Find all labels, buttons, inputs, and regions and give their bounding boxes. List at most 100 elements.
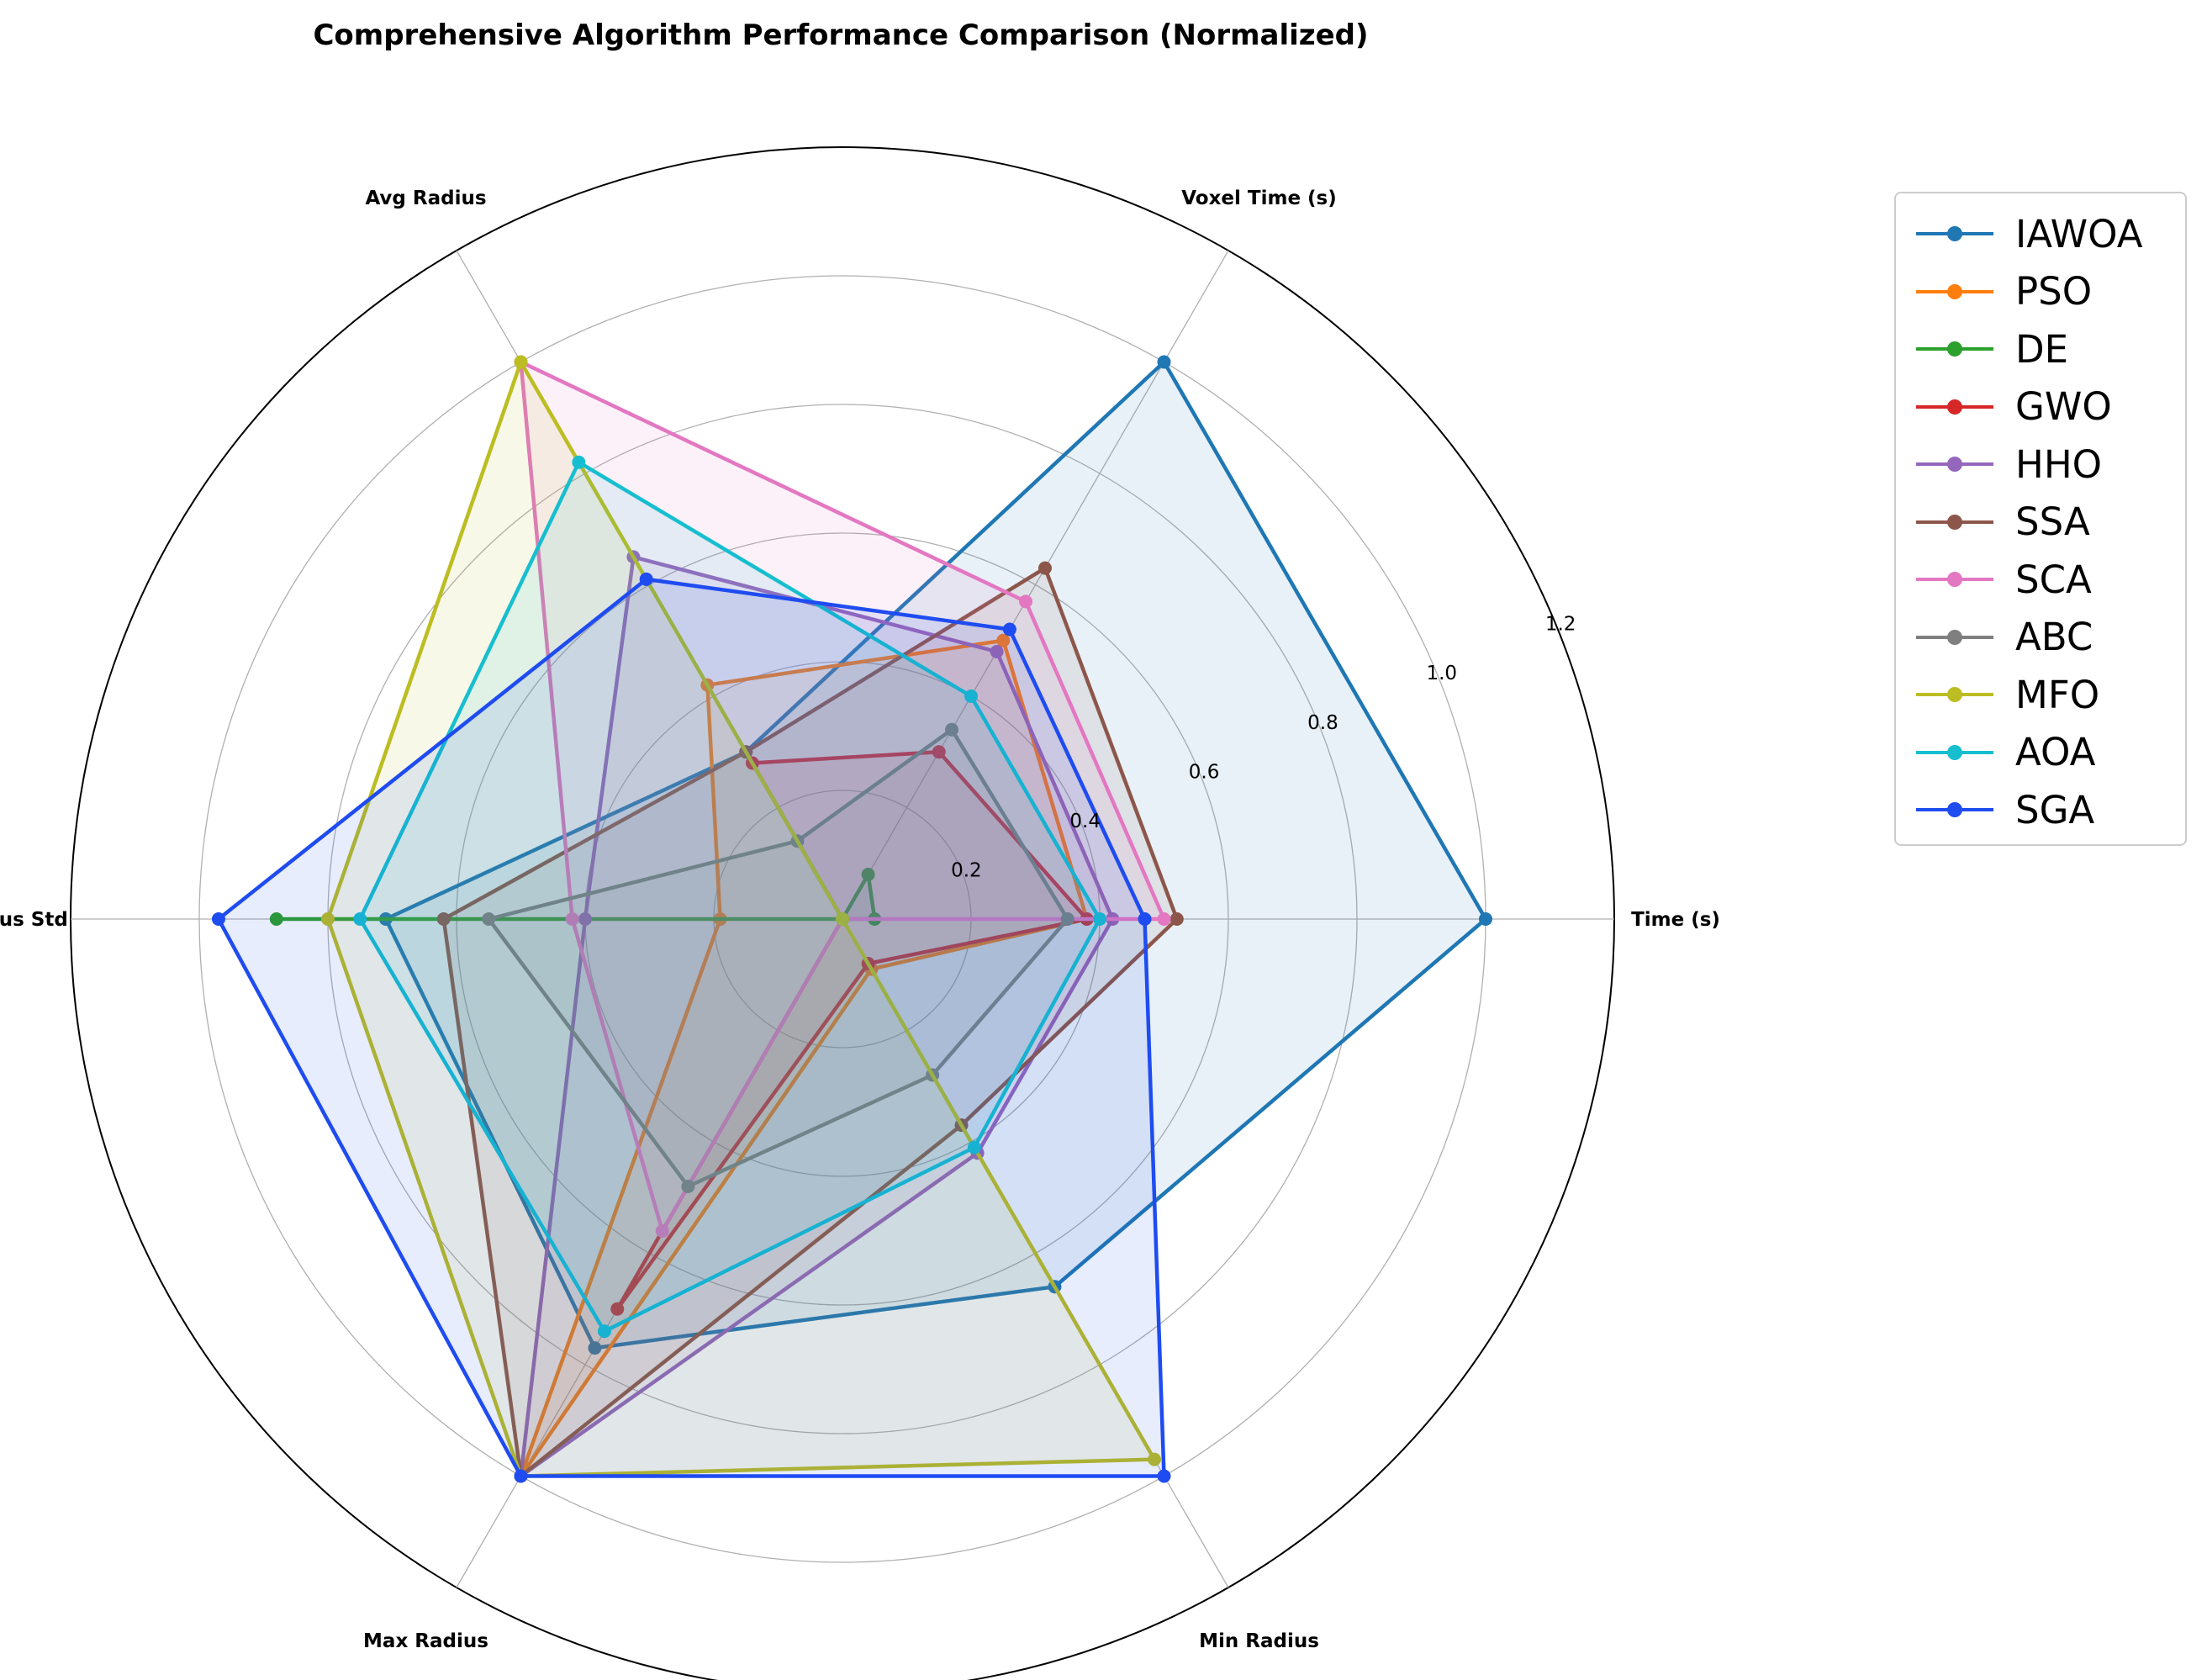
legend-item-ssa: SSA bbox=[1896, 494, 2185, 552]
legend-item-mfo: MFO bbox=[1896, 666, 2185, 724]
legend: IAWOA PSO DE GWO HHO SSA SCA ABC MFO AOA SGA bbox=[1894, 192, 2187, 846]
data-point bbox=[1148, 1452, 1162, 1466]
data-point bbox=[945, 722, 959, 737]
legend-swatch bbox=[1916, 567, 1993, 592]
data-point bbox=[861, 867, 875, 881]
legend-label: AOA bbox=[2015, 730, 2096, 775]
radial-tick-label: 1.0 bbox=[1426, 663, 1457, 684]
data-point bbox=[964, 689, 978, 703]
series-area bbox=[520, 640, 1087, 1477]
legend-label: SGA bbox=[2015, 787, 2095, 832]
series-area bbox=[328, 362, 1154, 1477]
axis-label: Voxel Time (s) bbox=[1181, 188, 1337, 209]
data-point bbox=[597, 1324, 611, 1339]
data-point bbox=[353, 912, 367, 926]
radar-series bbox=[211, 355, 1492, 1483]
data-point bbox=[681, 1180, 695, 1194]
legend-item-de: DE bbox=[1896, 320, 2185, 378]
series-aoa bbox=[353, 455, 1106, 1339]
data-point bbox=[572, 455, 586, 469]
legend-label: PSO bbox=[2015, 269, 2093, 314]
data-point bbox=[588, 1341, 602, 1355]
data-point bbox=[610, 1302, 625, 1316]
data-point bbox=[639, 572, 653, 586]
series-area bbox=[360, 462, 1100, 1332]
data-point bbox=[482, 912, 496, 926]
legend-label: DE bbox=[2015, 326, 2069, 372]
legend-item-sca: SCA bbox=[1896, 551, 2185, 609]
legend-swatch bbox=[1916, 682, 1993, 707]
legend-item-gwo: GWO bbox=[1896, 378, 2185, 436]
data-point bbox=[565, 912, 579, 926]
data-point bbox=[1038, 561, 1052, 575]
radar-labels: 0.2 0.4 0.6 0.8 1.0 1.2 Time (s) Voxel Time (s)… bbox=[0, 188, 1720, 1652]
data-point bbox=[990, 644, 1004, 658]
data-point bbox=[1002, 622, 1016, 637]
data-point bbox=[967, 1140, 981, 1154]
legend-label: ABC bbox=[2015, 615, 2093, 660]
radial-tick-label: 0.8 bbox=[1307, 712, 1338, 734]
axis-label: Min Radius bbox=[1199, 1630, 1319, 1652]
legend-label: HHO bbox=[2015, 441, 2103, 487]
legend-swatch bbox=[1916, 452, 1993, 477]
axis-label: Avg Radius bbox=[365, 188, 486, 209]
data-point bbox=[1479, 912, 1492, 926]
axis-label: Time (s) bbox=[1631, 909, 1720, 931]
radial-tick-label: 0.6 bbox=[1189, 761, 1220, 783]
legend-swatch bbox=[1916, 740, 1993, 765]
series-area bbox=[520, 557, 1113, 1477]
series-area bbox=[218, 578, 1164, 1477]
data-point bbox=[1060, 912, 1074, 926]
legend-swatch bbox=[1916, 279, 1993, 304]
data-point bbox=[436, 912, 451, 926]
legend-swatch bbox=[1916, 336, 1993, 362]
axis-label: Max Radius bbox=[363, 1630, 488, 1652]
legend-item-aoa: AOA bbox=[1896, 724, 2185, 782]
data-point bbox=[1169, 912, 1184, 926]
axis-label: Radius Std bbox=[0, 909, 68, 931]
data-point bbox=[836, 912, 849, 926]
legend-swatch bbox=[1916, 221, 1993, 246]
data-point bbox=[514, 1469, 528, 1483]
data-point bbox=[269, 912, 283, 926]
legend-swatch bbox=[1916, 797, 1993, 822]
radial-tick-label: 0.4 bbox=[1069, 811, 1101, 832]
series-area bbox=[385, 362, 1486, 1349]
legend-item-iawoa: IAWOA bbox=[1896, 205, 2185, 263]
data-point bbox=[655, 1224, 669, 1239]
legend-label: GWO bbox=[2015, 384, 2112, 430]
data-point bbox=[996, 633, 1011, 647]
legend-item-pso: PSO bbox=[1896, 263, 2185, 321]
legend-label: SCA bbox=[2015, 557, 2092, 602]
series-line bbox=[325, 360, 1157, 1478]
legend-swatch bbox=[1916, 394, 1993, 420]
legend-label: SSA bbox=[2015, 499, 2090, 545]
data-point bbox=[514, 355, 528, 369]
legend-item-abc: ABC bbox=[1896, 609, 2185, 667]
data-point bbox=[578, 912, 592, 926]
data-point bbox=[321, 912, 335, 926]
data-point bbox=[211, 912, 225, 926]
data-point bbox=[1157, 1469, 1171, 1483]
legend-label: MFO bbox=[2015, 672, 2100, 717]
series-area bbox=[617, 752, 1087, 1309]
series-sga bbox=[211, 572, 1171, 1483]
legend-item-sga: SGA bbox=[1896, 781, 2185, 839]
legend-swatch bbox=[1916, 510, 1993, 535]
data-point bbox=[1157, 912, 1171, 926]
series-area bbox=[488, 729, 1068, 1186]
legend-label: IAWOA bbox=[2015, 211, 2143, 256]
radial-tick-label: 0.2 bbox=[951, 859, 982, 881]
data-point bbox=[1138, 912, 1152, 926]
legend-item-hho: HHO bbox=[1896, 436, 2185, 494]
series-mfo bbox=[321, 355, 1162, 1483]
series-area bbox=[520, 362, 1164, 1231]
chart-title: Comprehensive Algorithm Performance Comp… bbox=[313, 18, 1369, 52]
data-point bbox=[932, 745, 946, 759]
data-point bbox=[1157, 355, 1171, 369]
radial-tick-label: 1.2 bbox=[1545, 614, 1576, 636]
data-point bbox=[1019, 594, 1033, 609]
legend-swatch bbox=[1916, 625, 1993, 650]
data-point bbox=[1093, 912, 1106, 926]
